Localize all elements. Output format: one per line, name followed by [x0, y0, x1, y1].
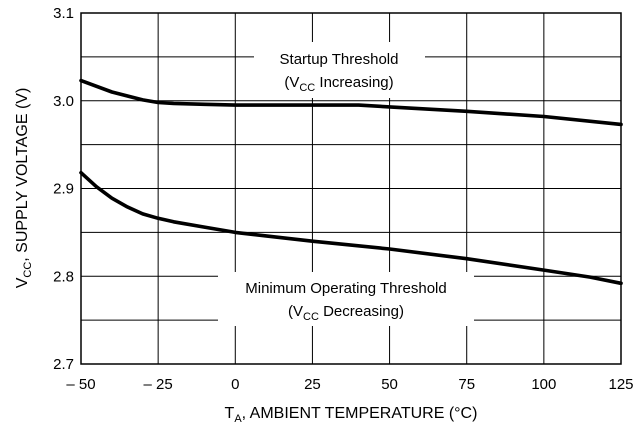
x-tick-label: 100 — [531, 376, 556, 393]
x-tick-label: 25 — [304, 376, 321, 393]
x-tick-label: 125 — [608, 376, 633, 393]
y-tick-label: 2.9 — [53, 181, 74, 198]
startup-threshold-line — [79, 78, 623, 127]
y-tick-label: 3.0 — [53, 93, 74, 110]
minimum-annotation-line2: (VCC Decreasing) — [288, 303, 404, 323]
x-tick-label: – 25 — [144, 376, 173, 393]
y-tick-label: 2.7 — [53, 356, 74, 373]
plot-frame — [80, 12, 622, 365]
startup-annotation-line2: (VCC Increasing) — [284, 74, 393, 94]
minimum-annotation-background — [218, 272, 474, 326]
minimum-operating-annotation: Minimum Operating Threshold (VCC Decreas… — [218, 272, 474, 326]
series-layer — [79, 78, 623, 286]
x-tick-label: – 50 — [66, 376, 95, 393]
y-axis-title: VCC, SUPPLY VOLTAGE (V) — [14, 88, 34, 289]
minimum-annotation-line1: Minimum Operating Threshold — [245, 280, 446, 297]
startup-threshold-annotation: Startup Threshold (VCC Increasing) — [254, 42, 425, 98]
x-tick-label: 50 — [381, 376, 398, 393]
startup-annotation-line1: Startup Threshold — [280, 51, 399, 68]
x-tick-label: 0 — [231, 376, 239, 393]
minimum-operating-threshold-line — [79, 170, 623, 286]
x-tick-label: 75 — [458, 376, 475, 393]
tick-labels: – 50 – 25 0 25 50 75 100 125 2.7 2.8 2.9 3.0 3.1 — [53, 5, 633, 393]
startup-annotation-background — [254, 42, 425, 98]
y-tick-label: 2.8 — [53, 268, 74, 285]
x-axis-title: TA, AMBIENT TEMPERATURE (°C) — [225, 405, 478, 425]
y-tick-label: 3.1 — [53, 5, 74, 22]
